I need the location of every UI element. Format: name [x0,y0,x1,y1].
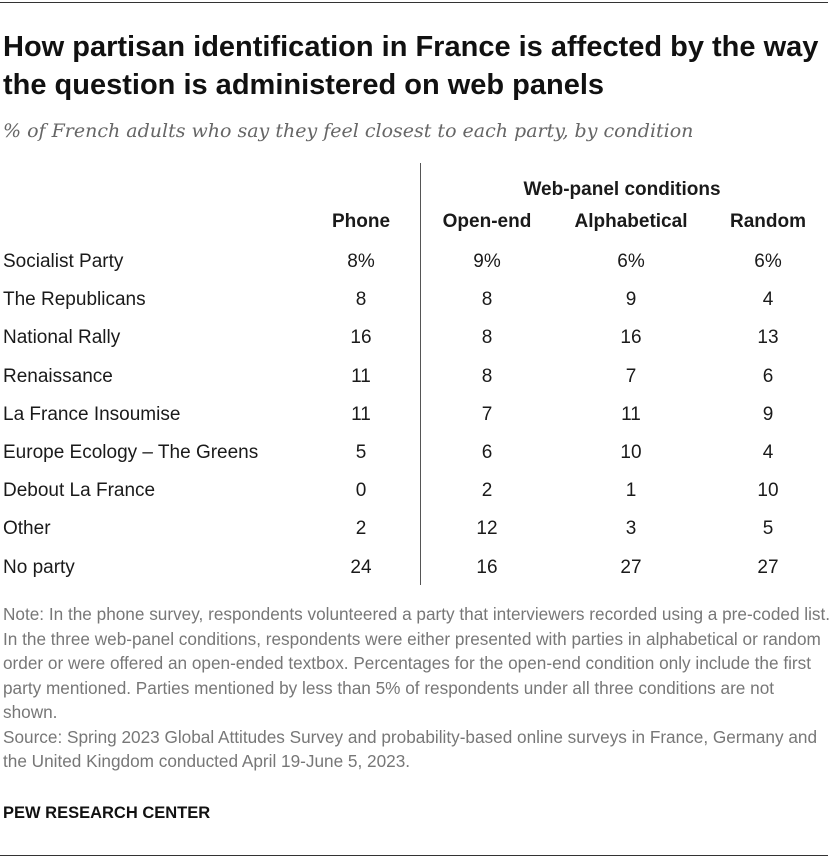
cell-random: 9 [762,404,774,425]
row-label: National Rally [3,327,121,348]
cell-phone: 24 [350,557,372,578]
cell-random: 5 [762,518,774,539]
cell-alphabetical: 6% [617,251,645,272]
row-label: Socialist Party [3,251,124,272]
row-label: No party [3,557,75,578]
cell-random: 10 [757,480,779,501]
top-rule [0,2,828,3]
row-label: Renaissance [3,366,113,387]
cell-phone: 8% [347,251,375,272]
cell-alphabetical: 11 [621,404,641,425]
cell-alphabetical: 27 [620,557,642,578]
row-label: The Republicans [3,289,146,310]
note-text: Note: In the phone survey, respondents v… [3,604,831,722]
cell-open-end: 6 [481,442,493,463]
source-text: Source: Spring 2023 Global Attitudes Sur… [3,726,817,772]
cell-phone: 11 [351,366,371,387]
bottom-rule [0,855,828,856]
cell-random: 13 [757,327,779,348]
column-header-open-end: Open-end [442,211,532,232]
cell-alphabetical: 9 [625,289,637,310]
row-label: La France Insoumise [3,404,181,425]
cell-open-end: 16 [476,557,498,578]
cell-random: 4 [762,289,774,310]
cell-alphabetical: 1 [625,480,637,501]
cell-phone: 11 [351,404,371,425]
cell-phone: 2 [355,518,367,539]
cell-alphabetical: 7 [625,366,637,387]
row-label: Europe Ecology – The Greens [3,442,259,463]
cell-open-end: 8 [481,366,493,387]
cell-open-end: 7 [481,404,493,425]
cell-alphabetical: 16 [620,327,642,348]
cell-phone: 0 [355,480,367,501]
cell-open-end: 2 [481,480,493,501]
cell-alphabetical: 10 [620,442,642,463]
row-label: Debout La France [3,480,156,501]
chart-title: How partisan identification in France is… [3,31,819,101]
cell-random: 27 [757,557,779,578]
cell-alphabetical: 3 [625,518,637,539]
cell-random: 4 [762,442,774,463]
cell-open-end: 8 [481,289,493,310]
column-header-phone: Phone [331,211,391,232]
notes: Note: In the phone survey, respondents v… [3,602,833,774]
cell-phone: 5 [355,442,367,463]
web-panel-group-header: Web-panel conditions [523,179,721,200]
cell-phone: 8 [355,289,367,310]
cell-open-end: 9% [473,251,501,272]
cell-random: 6 [762,366,774,387]
column-header-alphabetical: Alphabetical [574,211,688,232]
cell-open-end: 8 [481,327,493,348]
cell-open-end: 12 [476,518,498,539]
cell-phone: 16 [350,327,372,348]
pew-logo-text: PEW RESEARCH CENTER [3,804,211,822]
cell-random: 6% [754,251,782,272]
column-divider [420,163,421,585]
chart-subtitle: % of French adults who say they feel clo… [3,120,694,142]
column-header-random: Random [730,211,806,232]
row-label: Other [3,518,51,539]
